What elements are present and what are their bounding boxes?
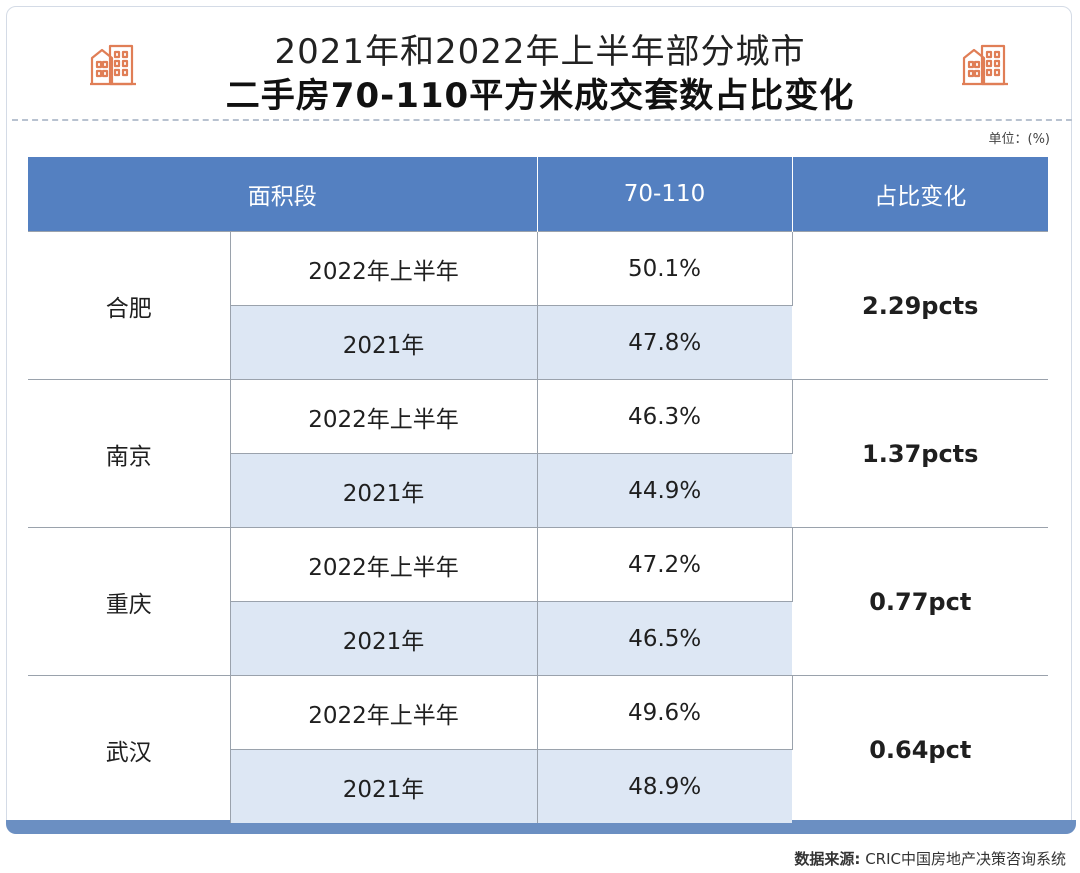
column-header-change: 占比变化 xyxy=(792,157,1048,232)
data-table: 面积段 70-110 占比变化 合肥 2022年上半年 50.1% 2.29pcts 2… xyxy=(28,157,1048,823)
city-cell: 合肥 xyxy=(28,231,231,380)
change-cell: 1.37pcts xyxy=(792,379,1048,528)
table-row: 重庆 2022年上半年 47.2% 0.77pct xyxy=(28,527,1048,676)
table-row: 2021年 47.8% xyxy=(28,305,1048,380)
period-cell: 2021年 xyxy=(230,601,538,676)
table-row: 2021年 44.9% xyxy=(28,453,1048,528)
period-cell: 2021年 xyxy=(230,749,538,823)
value-cell: 47.2% xyxy=(537,527,793,602)
building-icon xyxy=(962,44,1008,86)
table-row: 合肥 2022年上半年 50.1% 2.29pcts xyxy=(28,231,1048,380)
period-cell: 2022年上半年 xyxy=(230,231,538,306)
period-cell: 2022年上半年 xyxy=(230,527,538,602)
unit-label: 单位：(%) xyxy=(988,132,1051,147)
period-cell: 2021年 xyxy=(230,453,538,528)
period-cell: 2022年上半年 xyxy=(230,379,538,454)
city-cell: 重庆 xyxy=(28,527,231,676)
value-cell: 49.6% xyxy=(537,675,793,750)
column-header-area: 面积段 xyxy=(28,157,538,232)
chart-title-line1: 2021年和2022年上半年部分城市 xyxy=(274,32,806,72)
data-source: 数据来源: CRIC中国房地产决策咨询系统 xyxy=(794,848,1066,869)
city-cell: 南京 xyxy=(28,379,231,528)
card-bottom-bar xyxy=(6,820,1076,834)
city-cell: 武汉 xyxy=(28,675,231,823)
source-text: CRIC中国房地产决策咨询系统 xyxy=(860,850,1066,868)
chart-title-line2: 二手房70-110平方米成交套数占比变化 xyxy=(225,76,855,116)
change-cell: 0.64pct xyxy=(792,675,1048,823)
value-cell: 44.9% xyxy=(537,453,792,528)
value-cell: 48.9% xyxy=(537,749,792,823)
change-cell: 0.77pct xyxy=(792,527,1048,676)
table-header-row: 面积段 70-110 占比变化 xyxy=(28,157,1048,232)
value-cell: 46.3% xyxy=(537,379,793,454)
table-row: 2021年 46.5% xyxy=(28,601,1048,676)
building-icon xyxy=(90,44,136,86)
period-cell: 2021年 xyxy=(230,305,538,380)
period-cell: 2022年上半年 xyxy=(230,675,538,750)
column-header-range: 70-110 xyxy=(537,157,793,232)
value-cell: 47.8% xyxy=(537,305,792,380)
title-divider xyxy=(12,119,1072,121)
value-cell: 46.5% xyxy=(537,601,792,676)
table-row: 武汉 2022年上半年 49.6% 0.64pct xyxy=(28,675,1048,823)
table-row: 2021年 48.9% xyxy=(28,749,1048,823)
source-label: 数据来源: xyxy=(794,850,861,868)
table-row: 南京 2022年上半年 46.3% 1.37pcts xyxy=(28,379,1048,528)
value-cell: 50.1% xyxy=(537,231,793,306)
change-cell: 2.29pcts xyxy=(792,231,1048,380)
